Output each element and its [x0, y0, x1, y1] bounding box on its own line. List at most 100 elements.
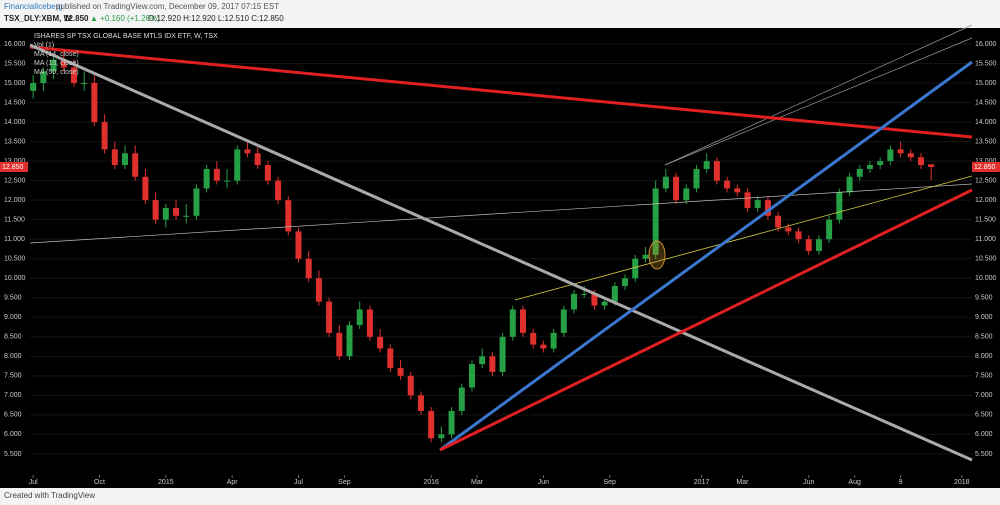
x-tick-label: 2015 — [158, 479, 174, 486]
y-tick-label: 13.000 — [4, 158, 26, 165]
last: 12.850 — [64, 14, 89, 23]
candle-body — [509, 309, 516, 337]
candle-body — [122, 153, 129, 166]
candle-body — [877, 161, 884, 166]
y-tick-label: 13.000 — [975, 158, 997, 165]
candle-body — [897, 149, 904, 154]
footer[interactable]: Created with TradingView — [4, 491, 95, 500]
y-tick-label: 8.500 — [975, 334, 993, 341]
candle-body — [540, 344, 547, 349]
y-tick-label: 14.500 — [975, 99, 997, 106]
candle-body — [387, 348, 394, 369]
price-tag — [972, 161, 1000, 172]
trend-line — [29, 45, 973, 139]
price-tag-label: 12.850 — [974, 164, 996, 171]
candle-body — [295, 231, 302, 259]
y-tick-label: 10.500 — [975, 256, 997, 263]
candle-body — [571, 293, 578, 310]
candle-body — [632, 258, 639, 279]
chart-title: ISHARES SP TSX GLOBAL BASE MTLS IDX ETF,… — [34, 33, 218, 40]
y-tick-label: 6.500 — [975, 412, 993, 419]
y-tick-label: 16.000 — [975, 41, 997, 48]
indicator-label: MA (14, close) — [34, 51, 79, 58]
candle-body — [815, 239, 822, 251]
y-tick-label: 8.000 — [4, 353, 22, 360]
y-tick-label: 7.500 — [4, 373, 22, 380]
candle-body — [448, 410, 455, 435]
y-tick-label: 5.500 — [4, 451, 22, 458]
candle-body — [224, 180, 231, 182]
candle-body — [499, 336, 506, 372]
candle-body — [30, 83, 37, 91]
candle-body — [91, 83, 98, 123]
candle-body — [907, 153, 914, 158]
candle-body — [744, 192, 751, 208]
y-tick-label: 9.500 — [975, 295, 993, 302]
candle-body — [846, 176, 853, 193]
y-tick-label: 10.500 — [4, 256, 26, 263]
y-tick-label: 11.500 — [975, 217, 996, 224]
y-tick-label: 15.000 — [975, 80, 997, 87]
candle-body — [193, 188, 200, 216]
y-tick-label: 14.000 — [4, 119, 26, 126]
candle-body — [366, 309, 373, 337]
candle-body — [40, 71, 47, 84]
y-tick-label: 11.000 — [975, 236, 996, 243]
x-tick-label: Jun — [803, 479, 814, 486]
candle-body — [203, 168, 210, 189]
candle-body — [693, 168, 700, 189]
y-tick-label: 15.500 — [4, 60, 26, 67]
candle-body — [662, 176, 669, 189]
trend-line — [664, 37, 973, 166]
candle-body — [734, 188, 741, 193]
y-tick-label: 5.500 — [975, 451, 993, 458]
candle-body — [519, 309, 526, 333]
candle-body — [826, 219, 833, 240]
candle-body — [438, 434, 445, 439]
candle-body — [60, 59, 67, 68]
x-tick-label: Apr — [227, 479, 239, 486]
candle-body — [795, 231, 802, 240]
candle-body — [285, 200, 292, 232]
y-tick-label: 6.000 — [975, 431, 993, 438]
candle-body — [254, 153, 261, 166]
x-tick-label: Aug — [848, 479, 861, 486]
candle-body — [673, 176, 680, 201]
y-tick-label: 11.000 — [4, 236, 25, 243]
candle-body — [173, 207, 180, 216]
candle-body — [428, 410, 435, 439]
x-tick-label: 2016 — [423, 479, 439, 486]
candle-body — [377, 336, 384, 349]
candle-body — [928, 164, 935, 167]
candle-body — [142, 176, 149, 201]
indicator-label: MA (13, close) — [34, 60, 79, 67]
candle-body — [530, 332, 537, 345]
trend-line — [29, 183, 973, 244]
x-tick-label: Mar — [736, 479, 749, 486]
candle-body — [724, 180, 731, 189]
indicator-label: MA (50, close) — [34, 69, 79, 76]
x-tick-label: Mar — [471, 479, 484, 486]
y-tick-label: 12.000 — [4, 197, 26, 204]
author[interactable]: FinancialIceberg — [4, 2, 63, 11]
y-tick-label: 15.000 — [4, 80, 26, 87]
y-tick-label: 12.500 — [4, 177, 26, 184]
candle-body — [560, 309, 567, 333]
drawings — [29, 24, 973, 462]
change: ▲ +0.160 (+1.26%) — [90, 14, 160, 23]
x-tick-label: 2018 — [954, 479, 970, 486]
x-tick-label: Oct — [94, 479, 105, 486]
trend-line — [29, 43, 973, 462]
candle-body — [244, 149, 251, 154]
y-tick-label: 7.500 — [975, 373, 993, 380]
y-tick-label: 16.000 — [4, 41, 26, 48]
candle-body — [305, 258, 312, 279]
candle-body — [550, 332, 557, 349]
y-tick-label: 6.500 — [4, 412, 22, 419]
candle-body — [642, 254, 649, 259]
x-tick-label: 9 — [899, 479, 903, 486]
footer-bar — [0, 488, 1000, 505]
highlight — [648, 240, 666, 270]
trend-line — [439, 188, 973, 452]
